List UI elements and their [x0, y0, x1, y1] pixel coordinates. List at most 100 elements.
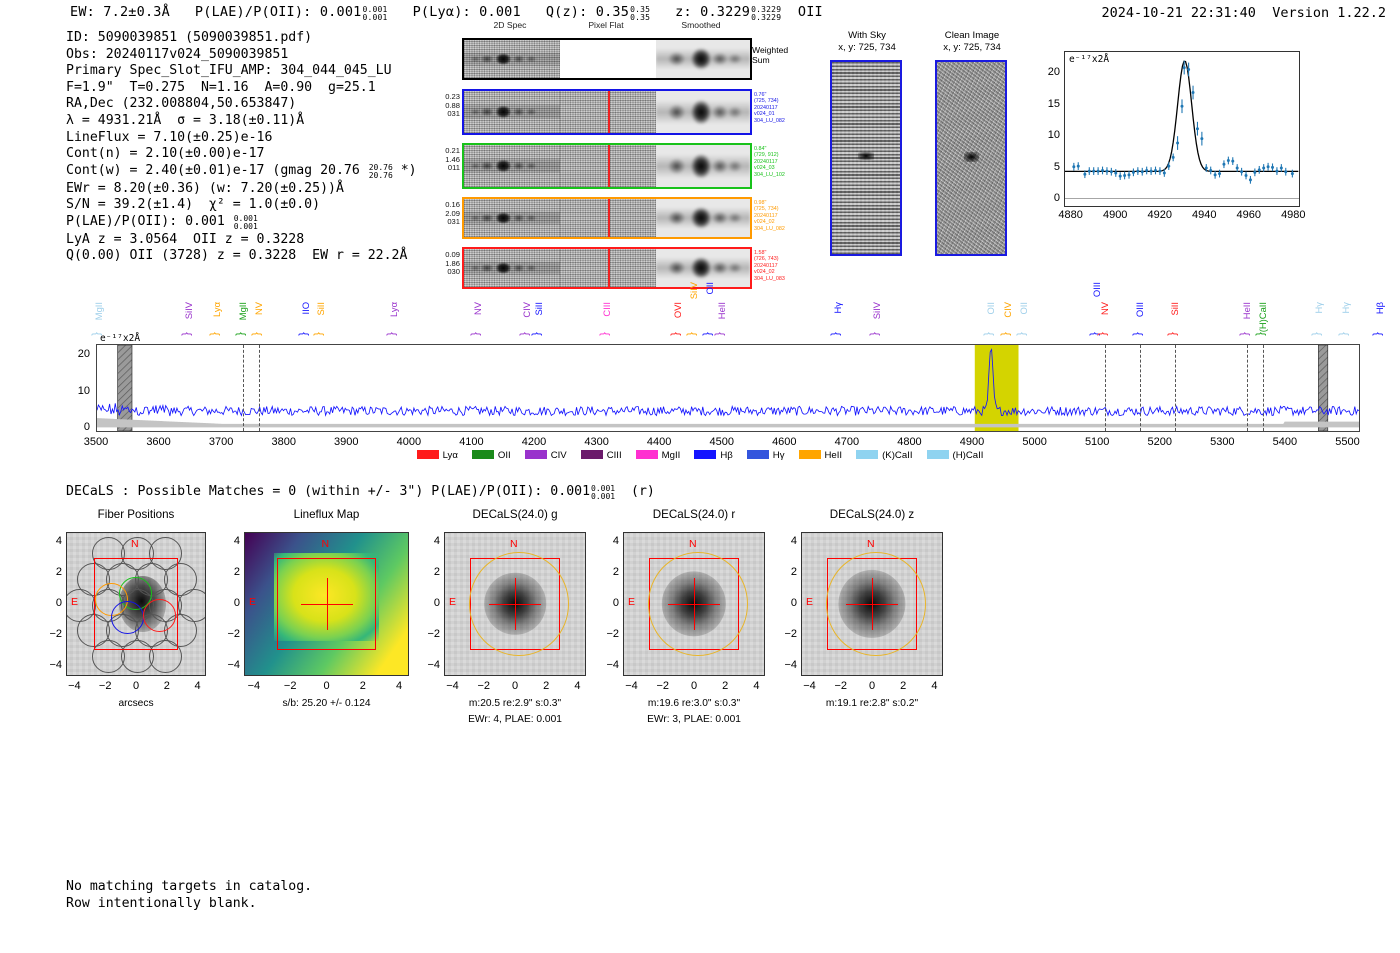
spectrum-xtick: 5000	[1022, 436, 1047, 448]
spec2d-tile-smoothed	[656, 91, 750, 133]
source-extended-emission	[119, 575, 167, 633]
pixel-flat-marker-line	[608, 249, 610, 287]
gmag-fraction: 20.76 20.76	[368, 162, 393, 181]
spectral-line-label-MgII: MgII	[237, 302, 249, 321]
decals-ytick: 2	[433, 566, 440, 579]
cutout-caption-1: Clean Image x, y: 725, 734	[917, 30, 1027, 53]
crosshair-horizontal	[300, 604, 353, 606]
legend-swatch	[471, 450, 494, 459]
spectral-line-label-CIII: CIII	[600, 302, 612, 317]
spec2d-row-box-1	[462, 143, 752, 189]
spec2d-right-value: 20240117	[754, 212, 778, 219]
fiber-circle-highlighted	[118, 576, 152, 610]
timestamp: 2024-10-21 22:31:40	[1101, 5, 1256, 21]
legend-item-Lyα: Lyα	[416, 450, 458, 461]
spec2d-row-right-labels-3: 1.58" (726, 743) 20240117 v024_02 304_LU_083	[754, 250, 814, 282]
decals-panel-title-1: Lineflux Map	[293, 508, 360, 521]
fiber-circle	[120, 639, 154, 673]
line-profile-plot-area	[1065, 60, 1299, 199]
spec2d-row-box-3	[462, 247, 752, 289]
spectrum-ytick: 20	[77, 348, 90, 360]
crosshair-horizontal	[668, 604, 720, 606]
decals-ytick: −4	[227, 658, 240, 671]
header-plae-fraction: 0.001 0.001	[362, 4, 388, 23]
spec2d-row-right-labels-1: 0.84" (729, 912) 20240117 v024_03 304_LU_102	[754, 146, 814, 178]
decals-panel-title-4: DECaLS(24.0) z	[829, 508, 915, 521]
crosshair-vertical	[694, 578, 696, 630]
decals-xtick: 0	[323, 680, 330, 692]
legend-swatch	[856, 450, 879, 459]
spec2d-right-value: 0.98"	[754, 200, 767, 206]
line-profile-axes: e⁻¹⁷x2Å	[1064, 51, 1300, 207]
decals-ytick: −2	[606, 627, 619, 640]
spectral-line-label-Hγ: Hγ	[1313, 302, 1325, 314]
legend-label: CIII	[606, 450, 622, 461]
header-z-fraction: 0.3229 0.3229	[751, 4, 782, 23]
decals-xtick: −4	[446, 680, 459, 692]
spectrum-ytick: 0	[83, 421, 90, 434]
spec2d-row-right-labels-0: 0.76" (725, 734) 20240117 v024_01 304_LU_082	[754, 92, 814, 124]
fiber-circle	[120, 537, 154, 571]
emission-line-profile-chart: e⁻¹⁷x2Å 4880 4900 4920 4940 4960 4980 0 5 10 15 20	[1034, 45, 1308, 231]
spectral-line-label-Hγ: Hγ	[831, 302, 843, 314]
spectrum-xtick: 5400	[1272, 436, 1298, 448]
decals-xtick: −2	[834, 680, 848, 692]
fiber-circle	[163, 614, 197, 648]
spec2d-left-value: 0.88	[445, 100, 460, 110]
spectral-line-marker	[1263, 345, 1264, 431]
line-profile-xtick: 4880	[1058, 209, 1083, 221]
masked-band	[117, 344, 133, 432]
line-profile-xtick: 4940	[1192, 209, 1217, 221]
spec2d-left-value: 031	[447, 109, 460, 119]
info-line-9: EWr = 8.20(±0.36) (w: 7.20(±0.25))Å	[66, 180, 344, 196]
spec2d-tile-pixelflat	[560, 199, 656, 237]
spec2d-left-value: 1.86	[445, 258, 460, 268]
legend-label: CIV	[550, 450, 567, 461]
spectral-line-label-OVI: OVI	[671, 302, 683, 319]
fiber-circle	[105, 614, 139, 648]
legend-swatch	[694, 450, 717, 459]
spectral-line-label-OII: OII	[984, 302, 996, 315]
spec2d-left-value: 2.09	[445, 208, 460, 218]
crosshair-vertical	[326, 578, 328, 630]
line-profile-annotation: e⁻¹⁷x2Å	[1069, 54, 1110, 65]
spectral-line-brace: {	[1254, 332, 1267, 336]
spectral-line-label-SiII: SiII	[314, 302, 326, 316]
spectrum-xtick: 4700	[834, 436, 860, 448]
spectral-line-label-Hβ: Hβ	[1374, 302, 1386, 315]
decals-red-box-4	[826, 557, 918, 651]
decals-panel-title-2: DECaLS(24.0) g	[472, 508, 558, 521]
decals-xtick: 2	[900, 680, 907, 692]
decals-ytick: 2	[55, 566, 62, 579]
legend-swatch	[798, 450, 821, 459]
source-galaxy	[484, 572, 546, 636]
spec2d-right-value: (726, 743)	[754, 256, 779, 263]
header-qz-fraction: 0.35 0.35	[630, 4, 651, 23]
legend-label: Lyα	[442, 450, 458, 461]
legend-swatch	[524, 450, 547, 459]
decals-plae-fraction: 0.001 0.001	[591, 483, 616, 502]
spectral-line-label-SiII: SiII	[1169, 302, 1181, 316]
legend-item-Hγ: Hγ	[746, 450, 785, 461]
north-label-2: N	[510, 538, 518, 550]
decals-red-box-0	[94, 557, 178, 651]
plae-fraction: 0.001 0.001	[233, 213, 258, 232]
gaussian-fit-curve	[1065, 60, 1299, 173]
lineflux-core	[274, 552, 379, 641]
fiber-circle	[134, 562, 168, 596]
spec2d-tile-pixelflat	[560, 145, 656, 187]
legend-item-HeII: HeII	[798, 450, 842, 461]
info-line-12: LyA z = 3.0564 OII z = 0.3228	[66, 231, 305, 247]
spec2d-left-value: 011	[447, 163, 460, 173]
error-band	[97, 418, 1359, 428]
fiber-circle	[77, 614, 111, 648]
north-label-0: N	[131, 538, 139, 550]
spectrum-xtick: 4300	[584, 436, 609, 448]
object-info-block: ID: 5090039851 (5090039851.pdf) Obs: 2024…	[66, 30, 417, 265]
decals-caption1-4: m:19.1 re:2.8" s:0.2"	[825, 698, 919, 709]
decals-xtick: 4	[931, 680, 938, 692]
crosshair-vertical	[515, 578, 517, 630]
version: Version 1.22.2	[1272, 5, 1386, 21]
spec2d-tile-smoothed	[656, 145, 750, 187]
spec2d-left-value: 031	[447, 217, 460, 227]
